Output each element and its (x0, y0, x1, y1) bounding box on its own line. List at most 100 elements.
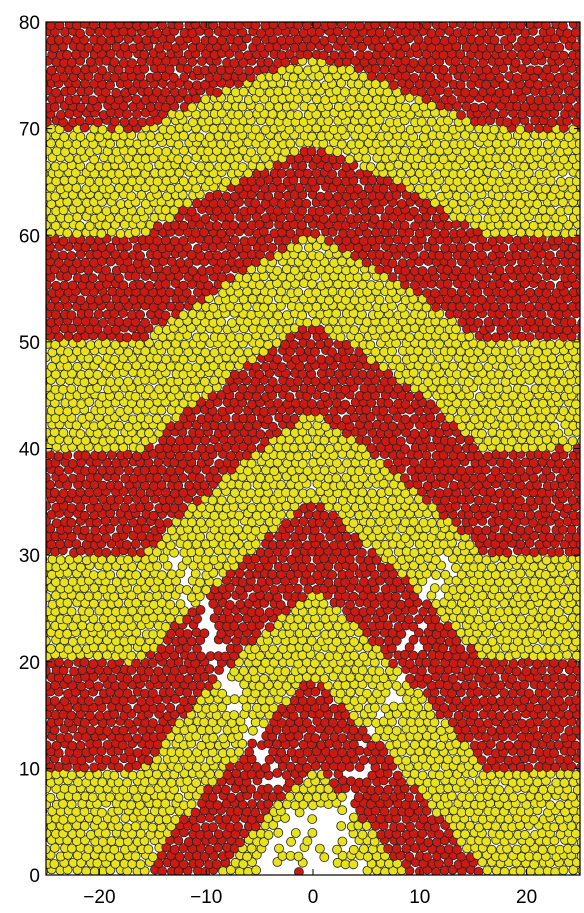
grain-point (214, 769, 224, 780)
grain-point (255, 429, 266, 440)
grain-point (525, 495, 536, 506)
grain-point (123, 376, 133, 387)
grain-point (481, 687, 491, 698)
grain-point (244, 569, 254, 580)
grain-point (123, 614, 134, 625)
grain-point (524, 332, 535, 343)
grain-point (148, 718, 158, 728)
grain-point (97, 807, 107, 818)
grain-point (62, 614, 73, 625)
grain-point (425, 399, 436, 410)
grain-point (549, 822, 560, 833)
grain-point (307, 399, 317, 409)
grain-point (226, 792, 237, 803)
grain-point (58, 799, 68, 809)
grain-point (503, 740, 514, 751)
grain-point (495, 740, 506, 751)
grain-point (251, 865, 261, 875)
grain-point (105, 377, 116, 387)
grain-point (357, 487, 368, 498)
grain-point (378, 406, 389, 416)
grain-point (178, 859, 189, 870)
grain-point (179, 696, 189, 707)
grain-point (216, 332, 227, 343)
grain-point (76, 681, 87, 692)
grain-point (554, 488, 565, 499)
grain-point (383, 843, 393, 854)
grain-point (391, 681, 402, 691)
grain-point (434, 770, 445, 781)
grain-point (46, 814, 53, 825)
grain-point (258, 524, 269, 535)
grain-point (114, 376, 124, 387)
grain-point (358, 755, 369, 766)
grain-point (468, 680, 478, 690)
grain-point (473, 553, 484, 564)
grain-point (238, 369, 248, 380)
grain-point (319, 391, 330, 402)
grain-point (576, 837, 580, 847)
grain-point (148, 510, 159, 521)
grain-point (472, 525, 483, 536)
grain-point (256, 576, 267, 587)
grain-point (250, 644, 260, 654)
grain-point (268, 644, 279, 655)
grain-point (59, 280, 70, 291)
grain-point (87, 273, 98, 284)
grain-point (410, 739, 420, 750)
grain-point (58, 488, 69, 499)
grain-point (470, 696, 481, 706)
grain-point (130, 851, 141, 862)
grain-point (229, 533, 239, 543)
grain-point (306, 488, 316, 499)
grain-point (515, 866, 526, 875)
grain-point (183, 837, 194, 847)
grain-point (126, 800, 137, 810)
grain-point (195, 517, 206, 528)
grain-point (199, 852, 210, 862)
grain-point (490, 807, 501, 817)
grain-point (106, 836, 117, 846)
grain-point (264, 325, 274, 335)
grain-point (329, 778, 339, 788)
grain-point (427, 517, 437, 528)
grain-point (456, 613, 466, 624)
grain-point (83, 844, 94, 854)
grain-point (195, 473, 205, 484)
grain-point (62, 598, 73, 608)
grain-point (220, 651, 231, 662)
grain-point (525, 316, 536, 327)
grain-point (430, 288, 440, 299)
grain-point (242, 851, 252, 862)
grain-point (502, 458, 513, 469)
grain-point (483, 317, 494, 327)
grain-point (366, 355, 376, 365)
grain-point (254, 562, 265, 573)
grain-point (234, 332, 245, 343)
grain-point (66, 384, 77, 394)
grain-point (221, 473, 232, 483)
grain-point (88, 659, 99, 669)
grain-point (75, 828, 86, 839)
grain-point (558, 466, 569, 477)
grain-point (67, 740, 78, 751)
grain-point (263, 830, 274, 840)
grain-point (81, 866, 92, 875)
grain-point (476, 339, 487, 350)
grain-point (131, 539, 141, 549)
grain-point (409, 548, 420, 558)
grain-point (145, 577, 155, 587)
grain-point (349, 325, 360, 335)
grain-point (80, 835, 90, 846)
grain-point (391, 591, 401, 602)
grain-point (315, 651, 325, 662)
grain-point (337, 540, 347, 551)
grain-point (290, 800, 301, 811)
grain-point (225, 747, 236, 758)
grain-point (389, 701, 399, 712)
grain-point (391, 843, 402, 854)
grain-point (409, 800, 420, 811)
grain-point (273, 398, 283, 409)
grain-point (237, 577, 248, 588)
grain-point (131, 570, 141, 580)
